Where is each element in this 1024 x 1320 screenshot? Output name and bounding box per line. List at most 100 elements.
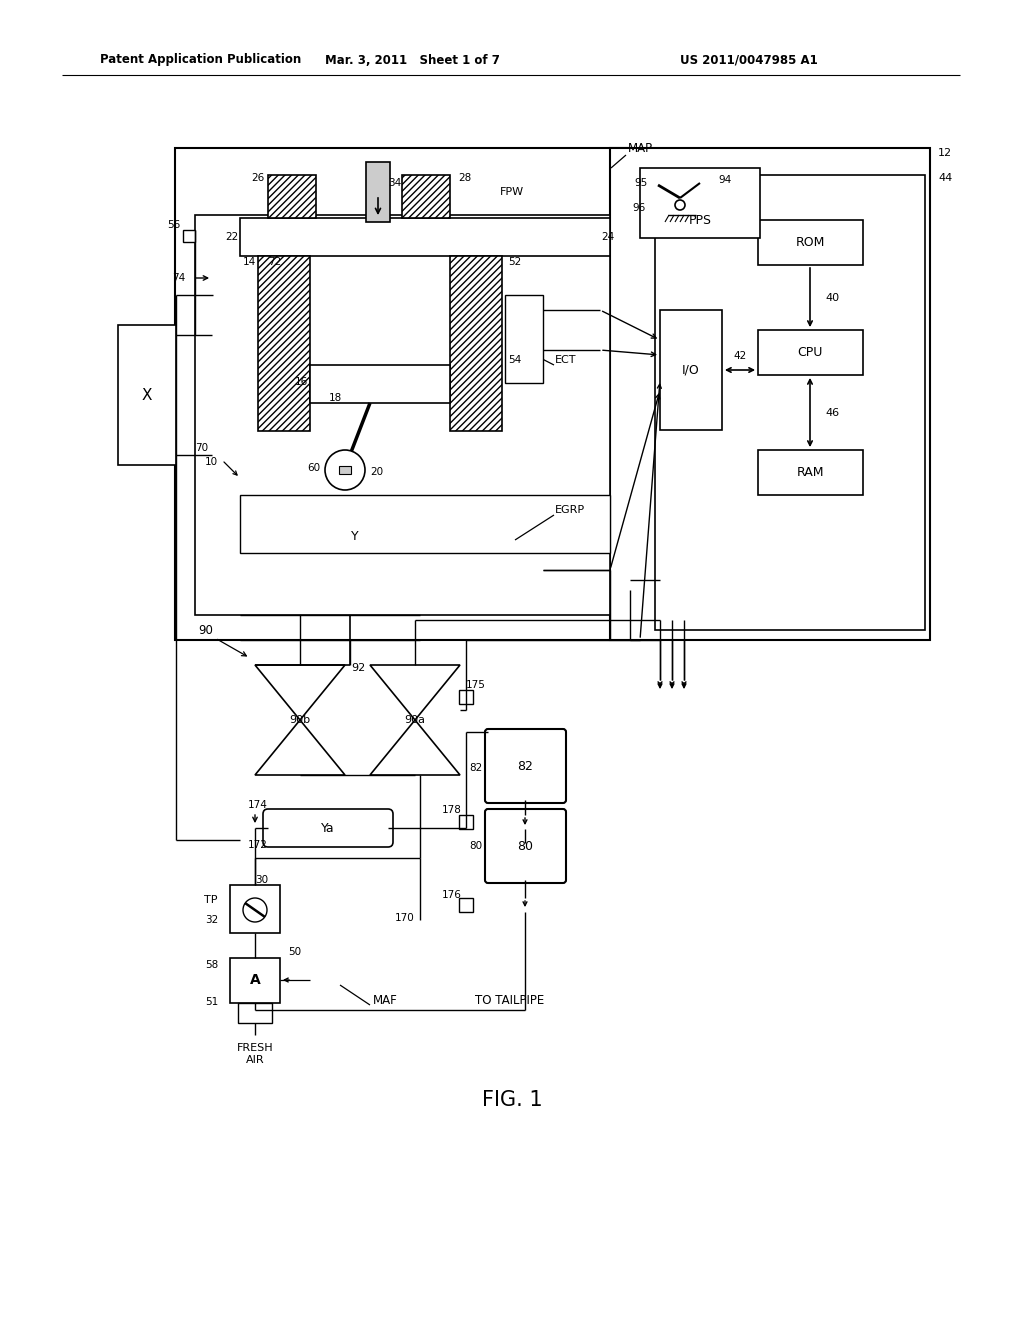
Text: FPW: FPW xyxy=(500,187,524,197)
Bar xyxy=(758,330,863,375)
Text: 80: 80 xyxy=(469,841,482,851)
FancyBboxPatch shape xyxy=(485,729,566,803)
Text: 56: 56 xyxy=(167,220,180,230)
Text: 172: 172 xyxy=(248,840,268,850)
FancyBboxPatch shape xyxy=(485,809,566,883)
Text: 94: 94 xyxy=(718,176,731,185)
Text: A: A xyxy=(250,973,260,987)
Text: FIG. 1: FIG. 1 xyxy=(481,1090,543,1110)
Text: 58: 58 xyxy=(205,960,218,970)
Text: AIR: AIR xyxy=(246,1055,264,1065)
Bar xyxy=(459,898,473,912)
Bar xyxy=(240,218,610,256)
FancyBboxPatch shape xyxy=(285,515,425,560)
Bar xyxy=(238,1003,272,1023)
Bar xyxy=(268,176,316,218)
Text: ROM: ROM xyxy=(796,236,824,249)
Text: 16: 16 xyxy=(295,378,308,387)
Text: 10: 10 xyxy=(205,457,218,467)
Bar xyxy=(660,310,722,430)
Polygon shape xyxy=(370,665,460,719)
Bar xyxy=(240,495,610,553)
FancyBboxPatch shape xyxy=(263,809,393,847)
Text: Ya: Ya xyxy=(322,821,335,834)
Bar xyxy=(402,176,450,218)
Text: 50: 50 xyxy=(288,946,301,957)
Text: ECT: ECT xyxy=(555,355,577,366)
Text: 74: 74 xyxy=(172,273,185,282)
Polygon shape xyxy=(255,665,345,719)
Bar xyxy=(758,220,863,265)
Text: 70: 70 xyxy=(195,444,208,453)
Text: 30: 30 xyxy=(255,875,268,884)
Bar xyxy=(459,814,473,829)
Text: FRESH: FRESH xyxy=(237,1043,273,1053)
Text: 52: 52 xyxy=(508,257,521,267)
Text: 20: 20 xyxy=(370,467,383,477)
Text: 28: 28 xyxy=(458,173,471,183)
Circle shape xyxy=(325,450,365,490)
Text: TO TAILPIPE: TO TAILPIPE xyxy=(475,994,545,1006)
Text: 54: 54 xyxy=(508,355,521,366)
Text: 176: 176 xyxy=(442,890,462,900)
Text: 90: 90 xyxy=(198,623,213,636)
Bar xyxy=(230,958,280,1003)
Circle shape xyxy=(243,898,267,921)
Polygon shape xyxy=(370,719,460,775)
Bar xyxy=(258,256,310,432)
Text: 174: 174 xyxy=(248,800,268,810)
Text: 90a: 90a xyxy=(404,715,426,725)
Text: 44: 44 xyxy=(938,173,952,183)
Bar xyxy=(655,176,925,630)
Text: US 2011/0047985 A1: US 2011/0047985 A1 xyxy=(680,54,818,66)
Text: RAM: RAM xyxy=(797,466,823,479)
Text: 60: 60 xyxy=(307,463,319,473)
Text: 178: 178 xyxy=(442,805,462,814)
Text: 22: 22 xyxy=(224,232,238,242)
Bar xyxy=(505,294,543,383)
Text: EGRP: EGRP xyxy=(555,506,585,515)
Text: 51: 51 xyxy=(205,997,218,1007)
Bar xyxy=(450,256,502,432)
Text: 175: 175 xyxy=(466,680,485,690)
Text: 26: 26 xyxy=(252,173,265,183)
Text: 46: 46 xyxy=(825,408,839,418)
Text: 18: 18 xyxy=(329,393,342,403)
Text: MAP: MAP xyxy=(628,141,653,154)
Text: CPU: CPU xyxy=(798,346,822,359)
Text: 82: 82 xyxy=(469,763,482,774)
Bar xyxy=(310,366,450,403)
Text: 82: 82 xyxy=(517,759,532,772)
Polygon shape xyxy=(255,719,345,775)
Text: 90b: 90b xyxy=(290,715,310,725)
Text: TP: TP xyxy=(205,895,218,906)
Text: 72: 72 xyxy=(268,257,282,267)
Text: I/O: I/O xyxy=(682,363,699,376)
Text: X: X xyxy=(141,388,153,403)
Text: 24: 24 xyxy=(601,232,614,242)
Text: 95: 95 xyxy=(635,178,648,187)
Text: 32: 32 xyxy=(205,915,218,925)
Text: 12: 12 xyxy=(938,148,952,158)
Text: PPS: PPS xyxy=(688,214,712,227)
Bar xyxy=(230,884,280,933)
Text: MAF: MAF xyxy=(373,994,397,1006)
Text: Mar. 3, 2011   Sheet 1 of 7: Mar. 3, 2011 Sheet 1 of 7 xyxy=(325,54,500,66)
Text: 40: 40 xyxy=(825,293,839,304)
Text: 80: 80 xyxy=(517,840,534,853)
Bar xyxy=(195,215,610,615)
Bar xyxy=(175,148,630,640)
Bar xyxy=(640,168,760,238)
Text: 14: 14 xyxy=(243,257,256,267)
Bar xyxy=(118,325,176,465)
Bar xyxy=(610,148,930,640)
Bar xyxy=(459,690,473,704)
Text: 34: 34 xyxy=(388,178,401,187)
Text: Patent Application Publication: Patent Application Publication xyxy=(100,54,301,66)
Circle shape xyxy=(675,201,685,210)
Text: 96: 96 xyxy=(633,203,646,213)
Bar xyxy=(339,466,351,474)
Text: 92: 92 xyxy=(351,663,366,673)
Text: Y: Y xyxy=(351,531,358,544)
Bar xyxy=(183,230,195,242)
